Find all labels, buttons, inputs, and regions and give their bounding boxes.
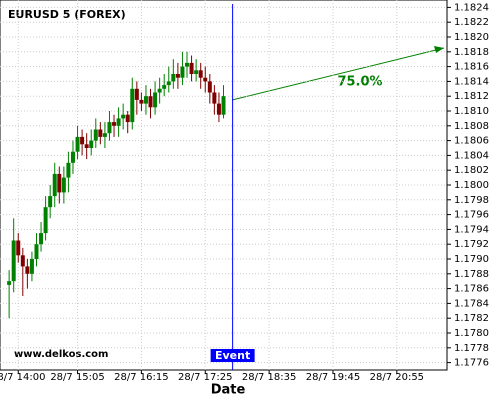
candle-body (130, 88, 135, 123)
candle-body (75, 136, 80, 152)
y-tick-label: 1.1788 (454, 269, 489, 280)
candle-body (116, 118, 121, 126)
candle-body (166, 81, 171, 86)
candle-body (34, 244, 39, 259)
y-tick-label: 1.1784 (454, 298, 489, 309)
candle-body (125, 114, 130, 123)
candle-body (139, 99, 144, 104)
candle-body (216, 103, 221, 115)
event-label: Event (215, 349, 250, 362)
candle-body (66, 162, 71, 178)
candle-body (25, 266, 30, 274)
y-tick-label: 1.1822 (454, 17, 489, 28)
candle-body (221, 96, 226, 115)
x-tick-label: 28/7 14:00 (0, 372, 45, 383)
y-tick-label: 1.1808 (454, 121, 489, 132)
candle-body (157, 88, 162, 93)
candle-body (194, 70, 199, 74)
candle-body (61, 177, 66, 193)
candle-body (180, 66, 185, 78)
candle-body (198, 70, 203, 78)
candle-body (171, 74, 176, 82)
y-tick-label: 1.1792 (454, 239, 489, 250)
chart-title: EURUSD 5 (FOREX) (8, 8, 126, 21)
y-tick-label: 1.1812 (454, 91, 489, 102)
candle-body (134, 88, 139, 100)
candle-body (162, 85, 167, 89)
arrow-head (434, 46, 444, 53)
x-tick-label: 28/7 17:25 (178, 372, 232, 383)
candle-body (57, 173, 62, 193)
event-label-bg (210, 349, 255, 362)
plot-frame (0, 0, 448, 371)
candle-body (207, 81, 212, 93)
candle-body (107, 122, 112, 134)
y-tick-label: 1.1806 (454, 136, 489, 147)
candle-body (102, 133, 107, 137)
candle-body (121, 114, 126, 119)
y-tick-label: 1.1816 (454, 62, 489, 73)
x-tick-label: 28/7 19:45 (306, 372, 360, 383)
y-tick-label: 1.1818 (454, 47, 489, 58)
candle-body (98, 129, 103, 137)
projection-label: 75.0% (337, 75, 382, 90)
candle-body (89, 140, 94, 148)
candle-body (43, 207, 48, 234)
candle-body (52, 173, 57, 197)
candle-body (29, 259, 34, 274)
y-tick-label: 1.1776 (454, 358, 489, 369)
candle-body (153, 92, 158, 108)
candle-body (39, 233, 44, 245)
y-tick-label: 1.1786 (454, 284, 489, 295)
y-tick-label: 1.1810 (454, 106, 489, 117)
candle-body (20, 255, 25, 267)
candle-body (80, 136, 85, 145)
x-tick-label: 28/7 18:35 (242, 372, 296, 383)
candle-body (175, 74, 180, 78)
x-tick-label: 28/7 20:55 (370, 372, 424, 383)
candle-body (93, 129, 98, 141)
projection-arrow (231, 47, 445, 101)
y-tick-label: 1.1820 (454, 32, 489, 43)
candle-body (11, 240, 16, 282)
y-tick-label: 1.1794 (454, 224, 489, 235)
y-tick-label: 1.1798 (454, 195, 489, 206)
y-tick-label: 1.1824 (454, 2, 489, 13)
y-tick-label: 1.1782 (454, 313, 489, 324)
candle-body (148, 96, 153, 108)
candle-body (185, 62, 190, 67)
candle-body (212, 92, 217, 104)
candle-body (48, 196, 53, 208)
candle-body (70, 151, 75, 163)
candle-body (112, 122, 117, 126)
x-tick-label: 28/7 16:15 (114, 372, 168, 383)
candle-body (143, 96, 148, 104)
y-tick-label: 1.1778 (454, 343, 489, 354)
candle-body (7, 281, 12, 285)
y-tick-label: 1.1814 (454, 76, 489, 87)
watermark: www.delkos.com (14, 349, 108, 360)
candle-body (203, 77, 208, 82)
candle-body (84, 144, 89, 148)
x-axis-label: Date (211, 383, 246, 398)
y-tick-label: 1.1800 (454, 180, 489, 191)
candle-body (189, 62, 194, 74)
x-tick-label: 28/7 15:05 (50, 372, 104, 383)
y-tick-label: 1.1802 (454, 165, 489, 176)
y-tick-label: 1.1790 (454, 254, 489, 265)
y-tick-label: 1.1804 (454, 150, 489, 161)
y-tick-label: 1.1796 (454, 210, 489, 221)
y-tick-label: 1.1780 (454, 328, 489, 339)
candle-body (16, 240, 21, 256)
